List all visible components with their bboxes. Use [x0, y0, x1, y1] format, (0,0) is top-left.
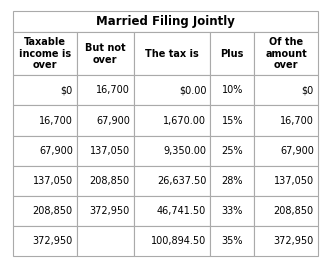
- Bar: [210, 75, 254, 105]
- Bar: [77, 196, 134, 226]
- Bar: [254, 166, 318, 196]
- Bar: [254, 136, 318, 166]
- Text: 137,050: 137,050: [274, 176, 314, 186]
- Text: $0.00: $0.00: [179, 85, 206, 95]
- Bar: [13, 136, 77, 166]
- Bar: [134, 196, 210, 226]
- Text: Married Filing Jointly: Married Filing Jointly: [96, 15, 235, 28]
- Text: 15%: 15%: [221, 116, 243, 125]
- Bar: [210, 105, 254, 136]
- Bar: [13, 105, 77, 136]
- Text: 35%: 35%: [221, 236, 243, 246]
- Text: 208,850: 208,850: [274, 206, 314, 216]
- Text: 67,900: 67,900: [96, 116, 130, 125]
- Text: Taxable
income is
over: Taxable income is over: [19, 37, 71, 70]
- Bar: [13, 75, 77, 105]
- Text: 67,900: 67,900: [39, 146, 73, 156]
- Text: 208,850: 208,850: [90, 176, 130, 186]
- Bar: [210, 136, 254, 166]
- Text: The tax is: The tax is: [145, 49, 199, 59]
- Bar: [210, 226, 254, 256]
- Text: 137,050: 137,050: [33, 176, 73, 186]
- Bar: [13, 11, 318, 32]
- Bar: [210, 32, 254, 75]
- Text: 372,950: 372,950: [32, 236, 73, 246]
- Bar: [210, 196, 254, 226]
- Text: 46,741.50: 46,741.50: [157, 206, 206, 216]
- Text: 208,850: 208,850: [33, 206, 73, 216]
- Bar: [13, 32, 77, 75]
- Bar: [134, 75, 210, 105]
- Bar: [77, 166, 134, 196]
- Text: 25%: 25%: [221, 146, 243, 156]
- Bar: [254, 196, 318, 226]
- Text: 372,950: 372,950: [273, 236, 314, 246]
- Bar: [13, 226, 77, 256]
- Bar: [254, 32, 318, 75]
- Text: But not
over: But not over: [85, 43, 125, 65]
- Bar: [134, 136, 210, 166]
- Text: 16,700: 16,700: [96, 85, 130, 95]
- Text: 10%: 10%: [221, 85, 243, 95]
- Text: 9,350.00: 9,350.00: [163, 146, 206, 156]
- Text: Plus: Plus: [220, 49, 244, 59]
- Text: 28%: 28%: [221, 176, 243, 186]
- Text: 1,670.00: 1,670.00: [163, 116, 206, 125]
- Bar: [77, 136, 134, 166]
- Bar: [77, 75, 134, 105]
- Text: Of the
amount
over: Of the amount over: [265, 37, 307, 70]
- Bar: [134, 226, 210, 256]
- Text: 372,950: 372,950: [89, 206, 130, 216]
- Bar: [77, 226, 134, 256]
- Bar: [254, 105, 318, 136]
- Text: 33%: 33%: [221, 206, 243, 216]
- Text: 16,700: 16,700: [39, 116, 73, 125]
- Bar: [210, 166, 254, 196]
- Bar: [254, 226, 318, 256]
- Bar: [134, 105, 210, 136]
- Bar: [134, 166, 210, 196]
- Bar: [13, 196, 77, 226]
- Bar: [77, 32, 134, 75]
- Text: 137,050: 137,050: [90, 146, 130, 156]
- Text: $0: $0: [61, 85, 73, 95]
- Bar: [254, 75, 318, 105]
- Bar: [77, 105, 134, 136]
- Text: 16,700: 16,700: [280, 116, 314, 125]
- Text: 26,637.50: 26,637.50: [157, 176, 206, 186]
- Text: 100,894.50: 100,894.50: [151, 236, 206, 246]
- Text: 67,900: 67,900: [280, 146, 314, 156]
- Text: $0: $0: [302, 85, 314, 95]
- Bar: [13, 166, 77, 196]
- Bar: [134, 32, 210, 75]
